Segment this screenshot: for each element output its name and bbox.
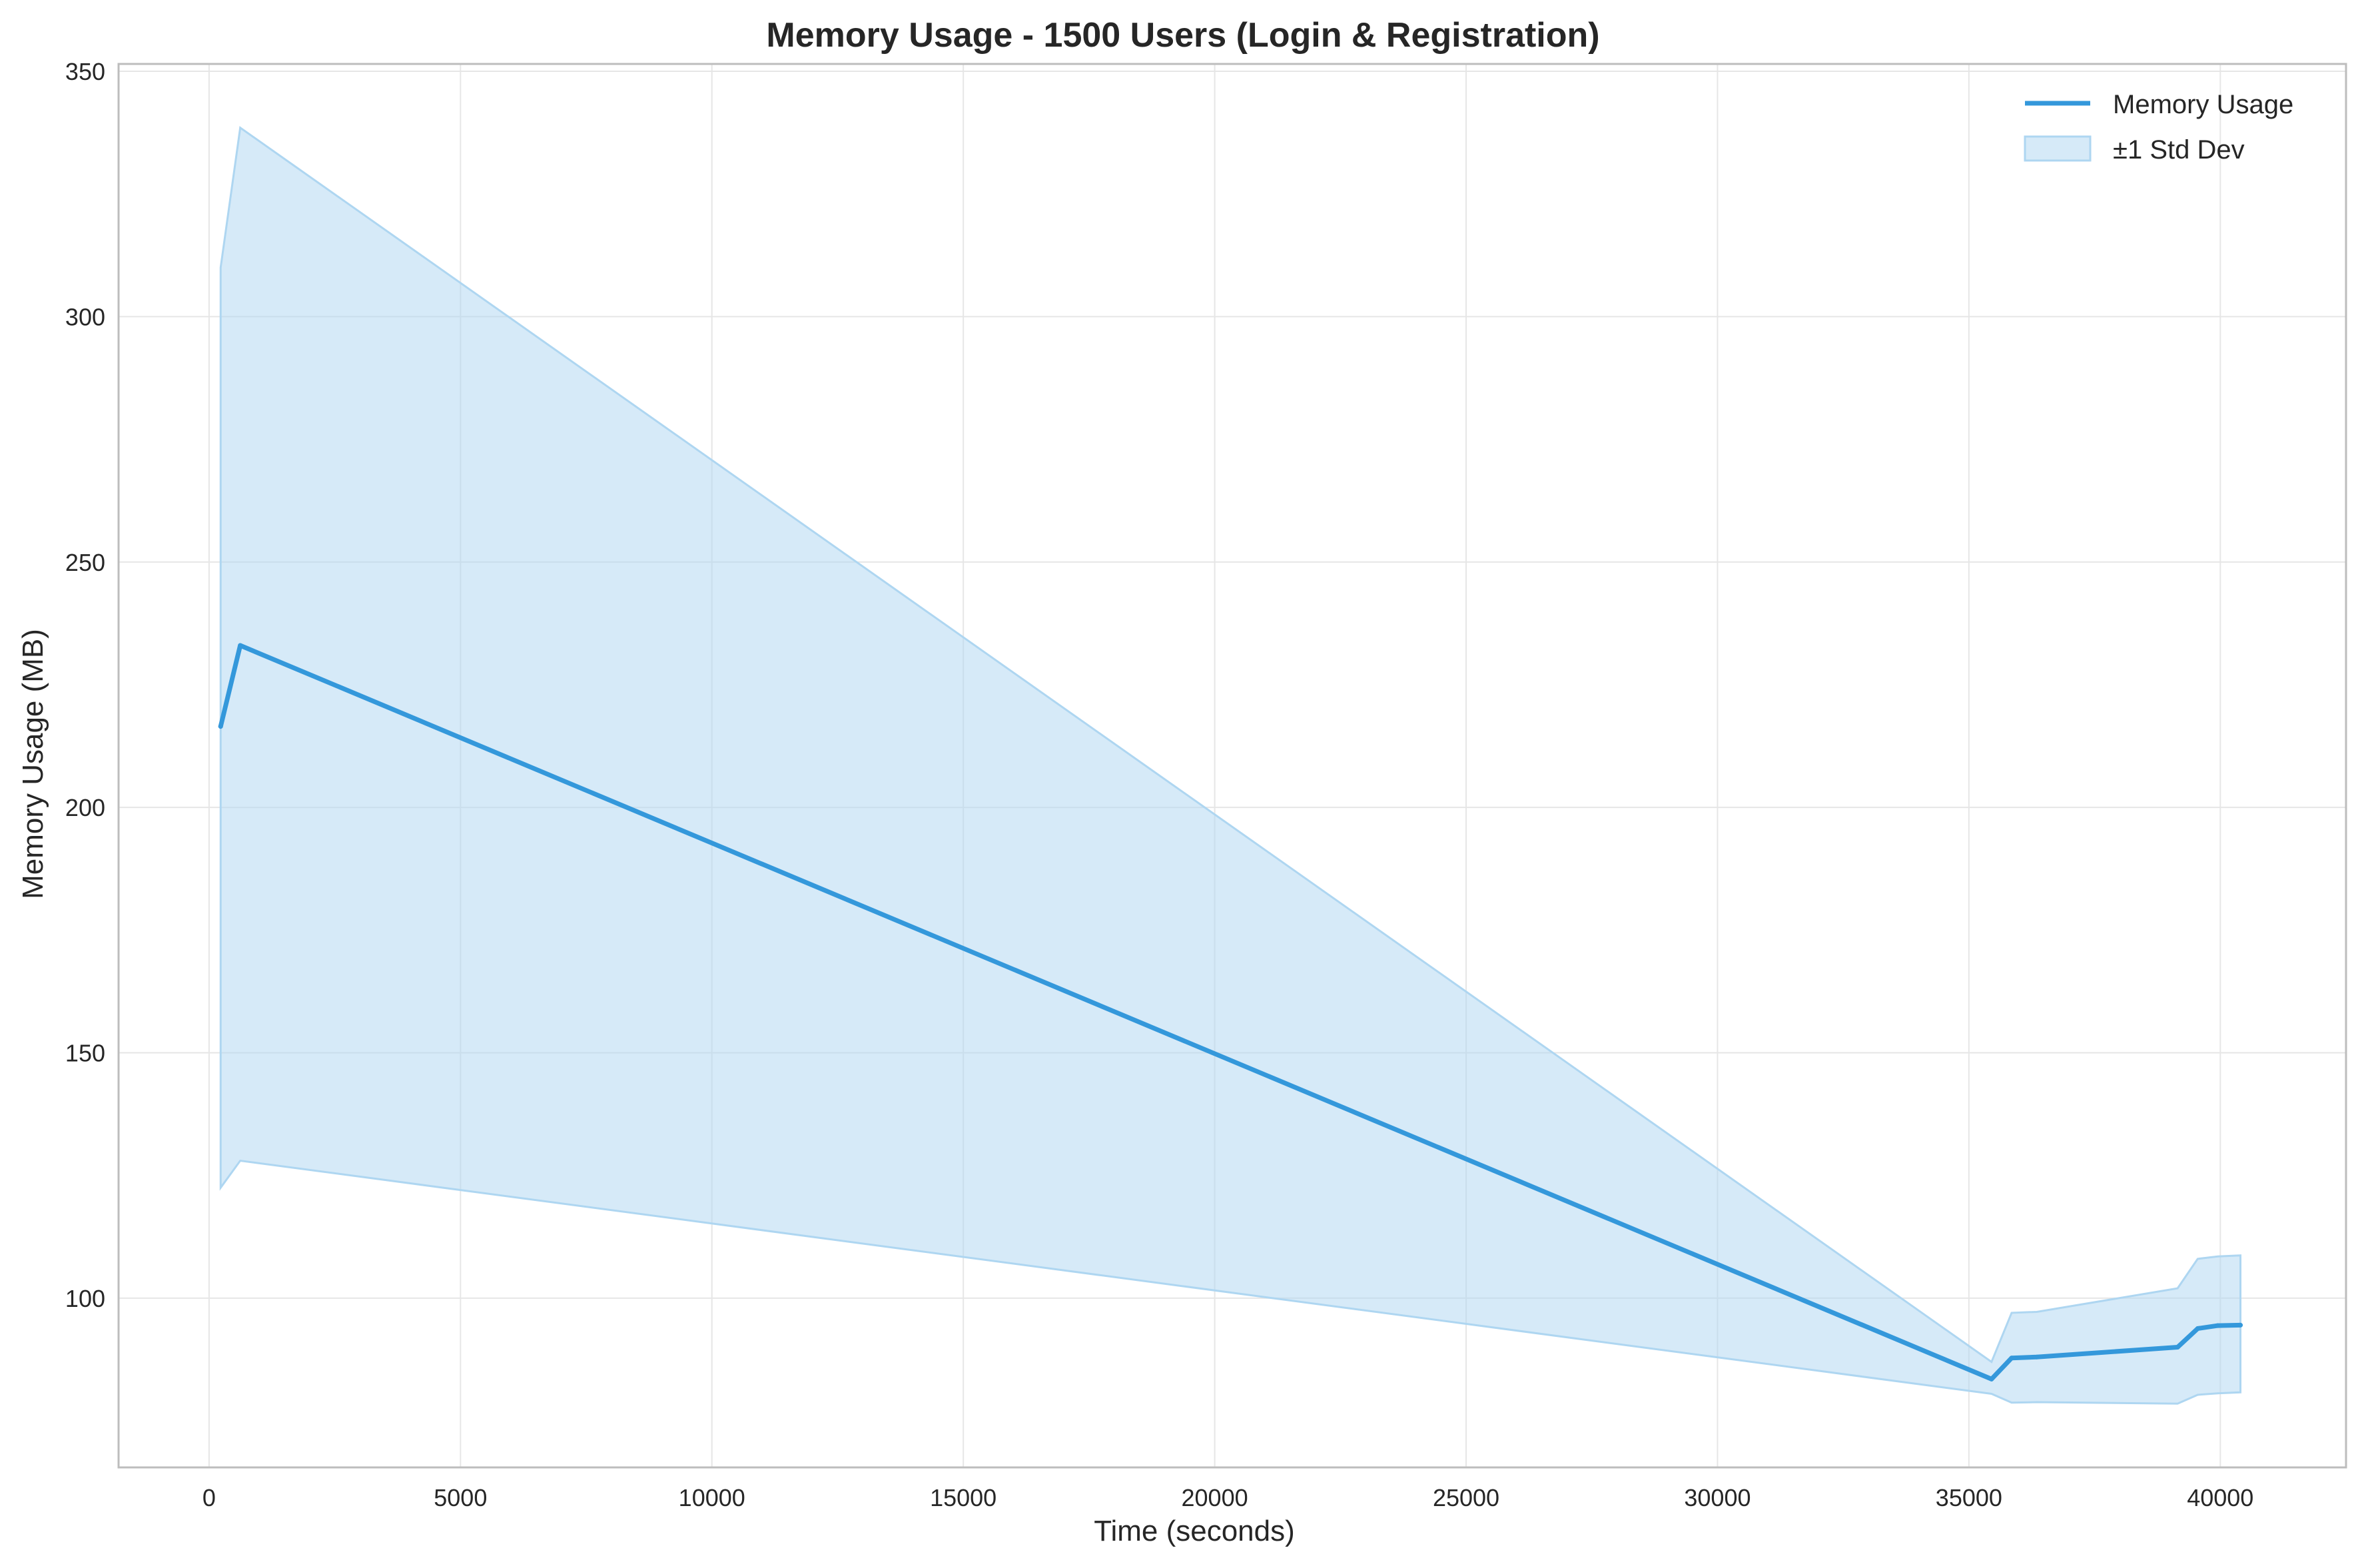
chart-title: Memory Usage - 1500 Users (Login & Regis… bbox=[766, 16, 1599, 55]
y-tick-label-5: 350 bbox=[65, 58, 105, 85]
legend-label-std-dev: ±1 Std Dev bbox=[2113, 135, 2245, 165]
y-tick-label-4: 300 bbox=[65, 303, 105, 330]
data-point-7 bbox=[2215, 1324, 2220, 1328]
legend-band-swatch bbox=[2025, 137, 2090, 161]
data-point-2 bbox=[1989, 1377, 1994, 1381]
y-tick-label-2: 200 bbox=[65, 794, 105, 821]
x-tick-label-5: 25000 bbox=[1433, 1484, 1499, 1511]
x-tick-label-7: 35000 bbox=[1936, 1484, 2002, 1511]
y-tick-label-3: 250 bbox=[65, 549, 105, 576]
data-point-8 bbox=[2238, 1323, 2243, 1328]
data-point-3 bbox=[2010, 1356, 2014, 1360]
legend-label-memory-usage: Memory Usage bbox=[2113, 90, 2293, 119]
data-point-0 bbox=[218, 724, 223, 729]
x-tick-label-8: 40000 bbox=[2187, 1484, 2253, 1511]
x-tick-label-2: 10000 bbox=[679, 1484, 745, 1511]
data-point-5 bbox=[2175, 1345, 2180, 1350]
data-point-6 bbox=[2195, 1326, 2200, 1331]
x-tick-label-3: 15000 bbox=[930, 1484, 996, 1511]
x-tick-label-6: 30000 bbox=[1684, 1484, 1751, 1511]
y-tick-label-1: 150 bbox=[65, 1039, 105, 1066]
y-axis-label: Memory Usage (MB) bbox=[17, 629, 49, 899]
x-tick-label-1: 5000 bbox=[434, 1484, 487, 1511]
x-tick-label-0: 0 bbox=[202, 1484, 216, 1511]
x-tick-label-4: 20000 bbox=[1182, 1484, 1248, 1511]
data-point-1 bbox=[238, 643, 242, 648]
x-axis-label: Time (seconds) bbox=[1094, 1515, 1295, 1547]
y-tick-label-0: 100 bbox=[65, 1285, 105, 1312]
data-point-4 bbox=[2034, 1355, 2039, 1360]
